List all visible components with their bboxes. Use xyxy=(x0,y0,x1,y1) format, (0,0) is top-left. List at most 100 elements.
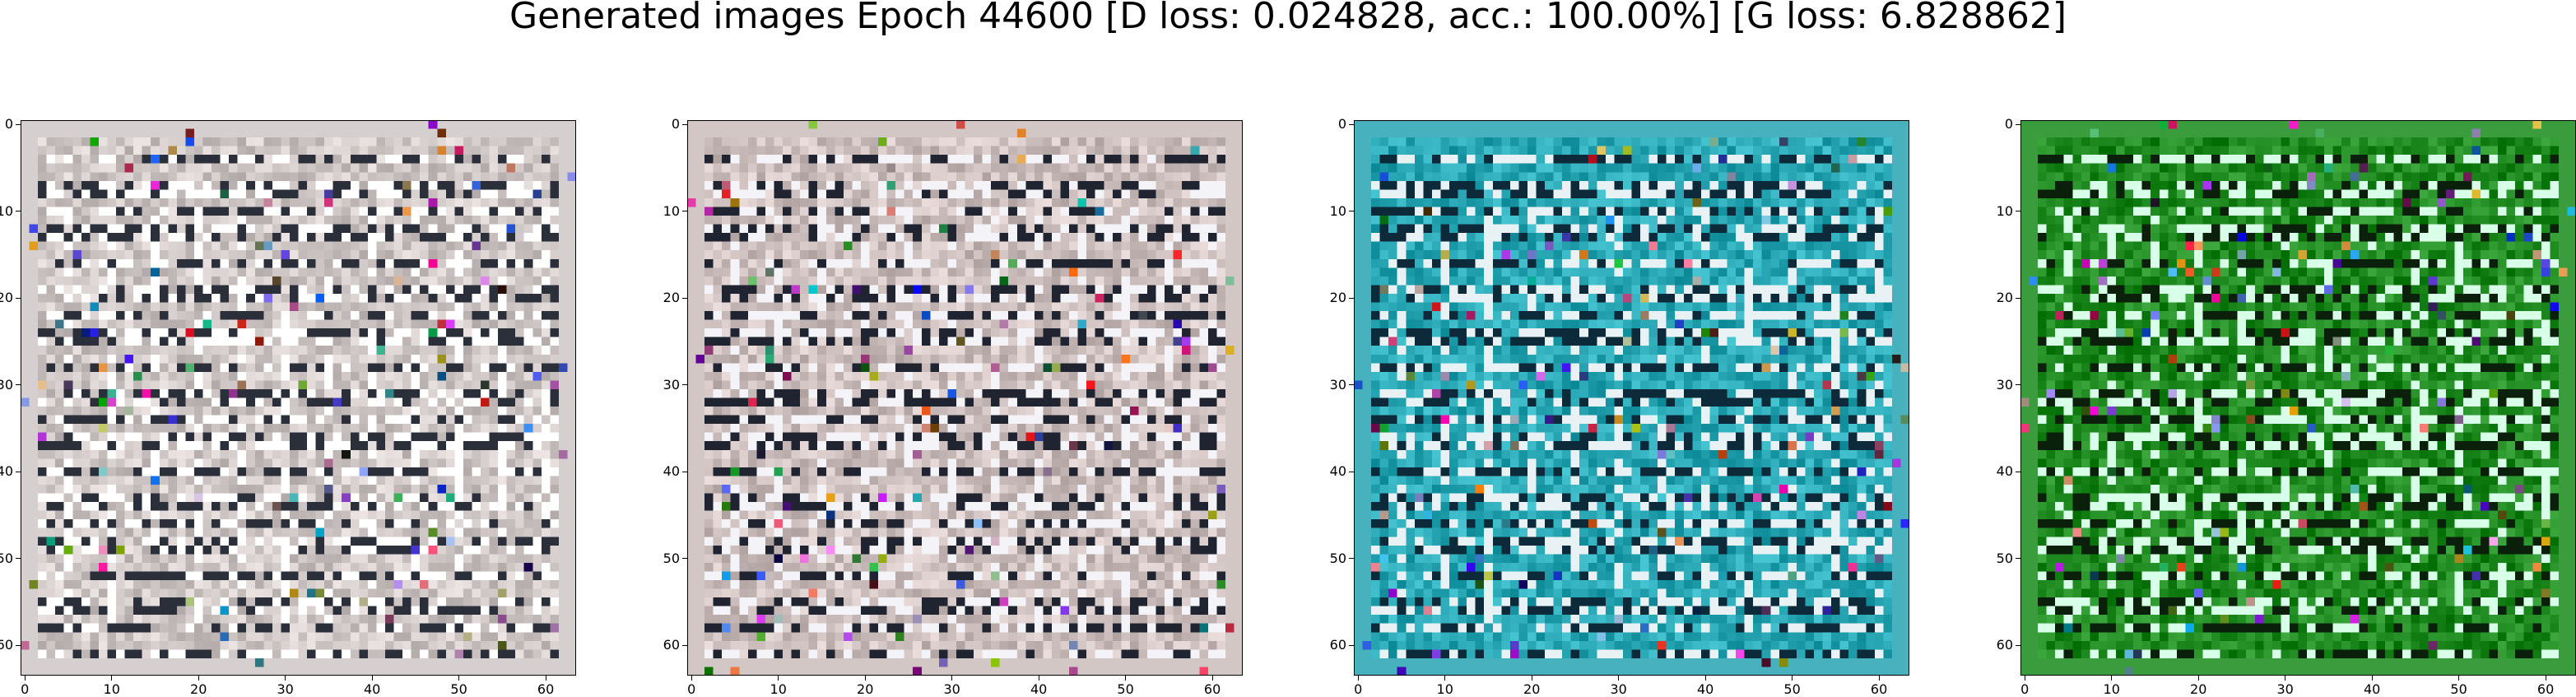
x-tick-label: 10 xyxy=(103,681,120,697)
y-tick-mark xyxy=(682,558,687,560)
x-tick-label: 0 xyxy=(2020,681,2030,697)
x-tick-label: 10 xyxy=(2103,681,2120,697)
y-tick-mark xyxy=(1349,644,1354,646)
x-tick-mark xyxy=(1211,676,1213,681)
y-tick-label: 50 xyxy=(0,550,13,566)
y-tick-label: 10 xyxy=(1996,202,2013,219)
x-tick-mark xyxy=(24,676,26,681)
generated-image-panel-2: 0 0 10 10 20 20 30 30 40 40 50 50 60 60 xyxy=(663,118,1243,696)
y-tick-label: 20 xyxy=(1996,290,2013,306)
x-tick-mark xyxy=(111,676,113,681)
y-tick-mark xyxy=(682,297,687,299)
x-tick-label: 50 xyxy=(1117,681,1134,697)
y-tick-label: 20 xyxy=(663,290,680,306)
y-tick-label: 30 xyxy=(663,376,680,393)
y-tick-mark xyxy=(682,644,687,646)
x-tick-mark xyxy=(2458,676,2460,681)
generated-image-2 xyxy=(687,120,1243,676)
x-tick-label: 20 xyxy=(1523,681,1541,697)
x-tick-label: 30 xyxy=(943,681,960,697)
x-tick-mark xyxy=(2371,676,2373,681)
y-tick-label: 60 xyxy=(0,637,13,653)
y-tick-label: 10 xyxy=(0,202,13,219)
x-tick-mark xyxy=(198,676,199,681)
x-tick-mark xyxy=(285,676,286,681)
y-tick-mark xyxy=(16,644,21,646)
y-tick-label: 10 xyxy=(1329,202,1346,219)
y-tick-label: 60 xyxy=(663,637,680,653)
x-tick-label: 30 xyxy=(277,681,294,697)
x-tick-mark xyxy=(1792,676,1793,681)
x-tick-label: 40 xyxy=(1696,681,1714,697)
y-tick-label: 30 xyxy=(1329,376,1346,393)
x-tick-label: 20 xyxy=(190,681,207,697)
x-tick-label: 0 xyxy=(21,681,30,697)
x-tick-mark xyxy=(690,676,692,681)
y-tick-label: 0 xyxy=(671,116,680,132)
x-tick-label: 50 xyxy=(450,681,467,697)
x-tick-mark xyxy=(1618,676,1620,681)
generated-image-3 xyxy=(1354,120,1909,676)
y-tick-mark xyxy=(16,123,21,125)
y-tick-label: 40 xyxy=(1329,463,1346,480)
y-tick-mark xyxy=(2016,123,2020,125)
y-tick-mark xyxy=(2016,558,2020,560)
y-tick-label: 0 xyxy=(1337,116,1346,132)
x-tick-label: 60 xyxy=(1870,681,1888,697)
y-tick-label: 60 xyxy=(1329,637,1346,653)
x-tick-mark xyxy=(951,676,953,681)
x-tick-label: 40 xyxy=(2363,681,2381,697)
y-tick-mark xyxy=(16,558,21,560)
generated-image-4 xyxy=(2020,120,2576,676)
y-tick-mark xyxy=(2016,384,2020,386)
x-tick-label: 20 xyxy=(857,681,874,697)
y-tick-label: 50 xyxy=(1329,550,1346,566)
x-tick-mark xyxy=(2197,676,2199,681)
x-tick-label: 30 xyxy=(1610,681,1627,697)
x-tick-mark xyxy=(371,676,373,681)
y-tick-label: 50 xyxy=(1996,550,2013,566)
x-tick-label: 20 xyxy=(2190,681,2207,697)
x-tick-mark xyxy=(864,676,866,681)
x-tick-label: 40 xyxy=(363,681,381,697)
y-tick-label: 40 xyxy=(0,463,13,480)
x-tick-label: 50 xyxy=(2450,681,2467,697)
y-tick-label: 20 xyxy=(0,290,13,306)
x-tick-label: 60 xyxy=(537,681,555,697)
y-tick-mark xyxy=(682,123,687,125)
x-tick-mark xyxy=(1357,676,1359,681)
y-tick-label: 0 xyxy=(2004,116,2013,132)
x-tick-label: 10 xyxy=(1436,681,1453,697)
y-tick-label: 50 xyxy=(663,550,680,566)
x-tick-label: 40 xyxy=(1030,681,1048,697)
x-tick-mark xyxy=(1704,676,1706,681)
y-tick-mark xyxy=(16,384,21,386)
generated-image-panel-4: 0 0 10 10 20 20 30 30 40 40 50 50 60 60 xyxy=(1997,118,2576,696)
x-tick-mark xyxy=(1444,676,1446,681)
y-tick-mark xyxy=(1349,123,1354,125)
y-tick-mark xyxy=(2016,297,2020,299)
y-tick-mark xyxy=(16,297,21,299)
x-tick-mark xyxy=(458,676,460,681)
x-tick-label: 30 xyxy=(2276,681,2294,697)
x-tick-label: 50 xyxy=(1783,681,1801,697)
y-tick-label: 40 xyxy=(663,463,680,480)
y-tick-mark xyxy=(1349,384,1354,386)
generated-image-1 xyxy=(21,120,576,676)
x-tick-label: 60 xyxy=(2536,681,2555,697)
y-tick-label: 30 xyxy=(1996,376,2013,393)
y-tick-label: 60 xyxy=(1996,637,2013,653)
y-tick-label: 10 xyxy=(663,202,680,219)
y-tick-label: 20 xyxy=(1329,290,1346,306)
x-tick-label: 10 xyxy=(770,681,787,697)
y-tick-mark xyxy=(1349,558,1354,560)
x-tick-mark xyxy=(778,676,779,681)
y-tick-label: 30 xyxy=(0,376,13,393)
x-tick-mark xyxy=(1125,676,1127,681)
y-tick-label: 40 xyxy=(1996,463,2013,480)
figure-title: Generated images Epoch 44600 [D loss: 0.… xyxy=(509,0,2067,37)
x-tick-label: 0 xyxy=(1354,681,1363,697)
x-tick-label: 60 xyxy=(1203,681,1221,697)
generated-image-panel-1: 0 0 10 10 20 20 30 30 40 40 50 50 60 60 xyxy=(0,118,576,696)
generated-image-panel-3: 0 0 10 10 20 20 30 30 40 40 50 50 60 60 xyxy=(1330,118,1909,696)
